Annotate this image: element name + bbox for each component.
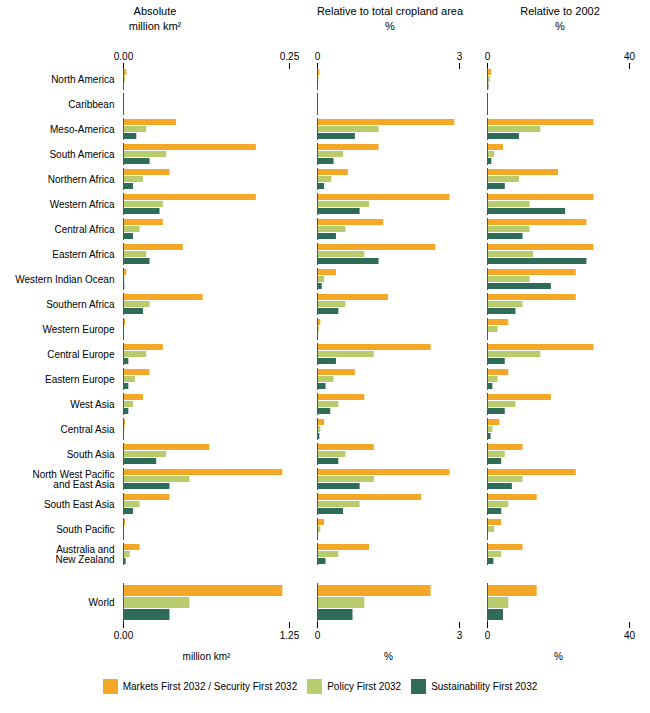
svg-text:40: 40 xyxy=(624,51,636,62)
svg-text:North America: North America xyxy=(51,74,115,85)
svg-text:South America: South America xyxy=(49,149,114,160)
svg-text:%: % xyxy=(384,651,393,662)
svg-text:Northern Africa: Northern Africa xyxy=(48,174,115,185)
svg-text:0: 0 xyxy=(315,51,321,62)
svg-text:Meso-America: Meso-America xyxy=(50,124,115,135)
html-text:Sustainability First 2032: Sustainability First 2032 xyxy=(431,681,538,692)
svg-text:0.25: 0.25 xyxy=(280,51,300,62)
svg-text:Western Indian Ocean: Western Indian Ocean xyxy=(15,274,114,285)
svg-text:Central Africa: Central Africa xyxy=(54,224,114,235)
svg-text:North West Pacificand East Asi: North West Pacificand East Asia xyxy=(32,469,114,490)
svg-text:South Asia: South Asia xyxy=(67,449,115,460)
svg-text:Western Europe: Western Europe xyxy=(42,324,115,335)
svg-text:Central Europe: Central Europe xyxy=(47,349,115,360)
html-text:Markets First 2032 / Security: Markets First 2032 / Security First 2032 xyxy=(122,681,298,692)
svg-text:3: 3 xyxy=(457,630,463,641)
svg-text:Eastern Africa: Eastern Africa xyxy=(52,249,115,260)
html-text:Absolute million km²: Absolute million km² xyxy=(128,5,182,32)
html-text:Policy First 2032: Policy First 2032 xyxy=(327,681,402,692)
svg-text:World: World xyxy=(89,597,115,608)
svg-text:0: 0 xyxy=(485,51,491,62)
svg-text:3: 3 xyxy=(457,51,463,62)
svg-text:West Asia: West Asia xyxy=(70,399,115,410)
html-text:Relative to 2002 %: Relative to 2002 % xyxy=(520,5,600,32)
svg-text:Australia andNew Zealand: Australia andNew Zealand xyxy=(56,544,115,565)
svg-text:40: 40 xyxy=(624,630,636,641)
svg-text:Western Africa: Western Africa xyxy=(50,199,115,210)
svg-text:South Pacific: South Pacific xyxy=(56,524,114,535)
svg-text:million km²: million km² xyxy=(183,651,231,662)
svg-text:0.00: 0.00 xyxy=(114,630,134,641)
svg-text:South East Asia: South East Asia xyxy=(44,499,115,510)
svg-text:0: 0 xyxy=(315,630,321,641)
svg-text:Southern Africa: Southern Africa xyxy=(46,299,115,310)
svg-text:0.00: 0.00 xyxy=(114,51,134,62)
svg-text:1.25: 1.25 xyxy=(280,630,300,641)
svg-text:Central Asia: Central Asia xyxy=(61,424,115,435)
svg-text:0: 0 xyxy=(485,630,491,641)
svg-text:Caribbean: Caribbean xyxy=(68,99,114,110)
svg-text:Eastern Europe: Eastern Europe xyxy=(45,374,115,385)
svg-text:%: % xyxy=(554,651,563,662)
html-text:Relative to total cropland are: Relative to total cropland area % xyxy=(316,5,464,32)
